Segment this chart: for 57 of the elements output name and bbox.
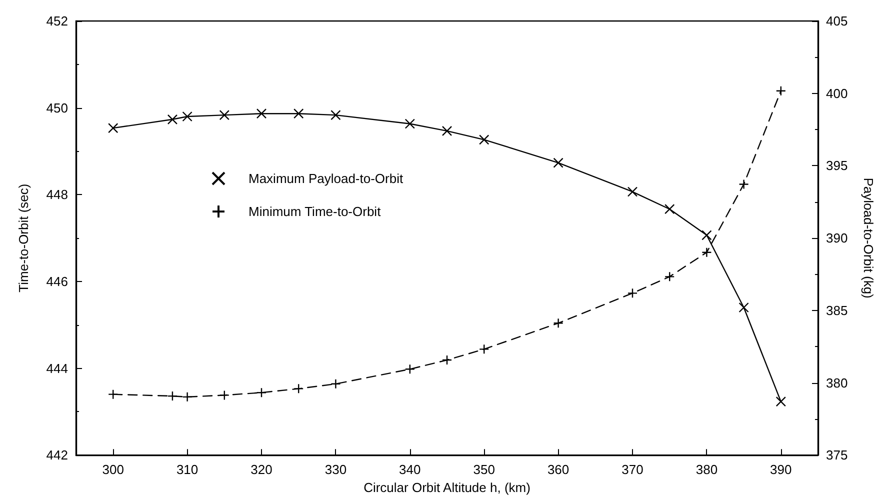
point (108, 122, 118, 134)
y2-tick-label: 405 (826, 14, 848, 28)
x-tick-label: 330 (324, 462, 347, 478)
x-tick-label: 350 (473, 462, 495, 478)
point (479, 134, 490, 145)
point (442, 354, 452, 366)
x-tick-label: 390 (770, 462, 792, 478)
y-tick-label: 446 (46, 274, 68, 289)
point (553, 158, 564, 168)
x-tick-label: 370 (622, 462, 644, 478)
y-tick-label: 452 (46, 14, 68, 28)
point (738, 302, 749, 313)
point (664, 204, 675, 214)
point (167, 390, 178, 402)
point (294, 108, 304, 119)
point (664, 272, 675, 282)
point (627, 186, 638, 197)
point (256, 387, 267, 398)
y2-axis-title: Payload-to-Orbit (kg) (861, 178, 876, 298)
point (702, 247, 712, 258)
point (404, 364, 415, 374)
x-tick-label: 310 (176, 462, 198, 478)
y-tick-label: 448 (46, 187, 68, 202)
point (738, 179, 749, 190)
x-tick-label: 320 (250, 462, 272, 478)
point (776, 396, 786, 407)
point (182, 392, 192, 402)
point (702, 230, 712, 240)
point (479, 344, 490, 354)
point (404, 118, 415, 129)
y2-tick-label: 395 (826, 158, 848, 174)
point (256, 108, 267, 119)
x-axis-title: Circular Orbit Altitude h, (km) (364, 480, 530, 495)
legend-label: Maximum Payload-to-Orbit (248, 171, 404, 186)
y2-tick-label: 390 (826, 230, 848, 246)
x-tick-label: 300 (102, 462, 124, 478)
point (167, 114, 178, 124)
legend-label: Minimum Time-to-Orbit (248, 204, 382, 219)
x-tick-label: 360 (547, 462, 570, 478)
point (776, 86, 786, 96)
y2-tick-label: 400 (826, 86, 848, 101)
x-tick-label: 380 (696, 462, 718, 478)
point (442, 126, 452, 136)
point (330, 110, 341, 120)
point (219, 110, 230, 120)
point (182, 111, 192, 122)
y2-tick-label: 375 (826, 448, 848, 463)
y2-tick-label: 385 (826, 302, 848, 318)
point (330, 378, 341, 390)
y-tick-label: 450 (46, 100, 68, 116)
y-tick-label: 442 (46, 448, 68, 463)
x-tick-label: 340 (399, 462, 421, 478)
y2-tick-label: 380 (826, 375, 848, 390)
point (627, 288, 638, 298)
y-axis-title: Time-to-Orbit (sec) (16, 184, 31, 292)
point (553, 318, 564, 328)
y-tick-label: 444 (46, 360, 68, 376)
